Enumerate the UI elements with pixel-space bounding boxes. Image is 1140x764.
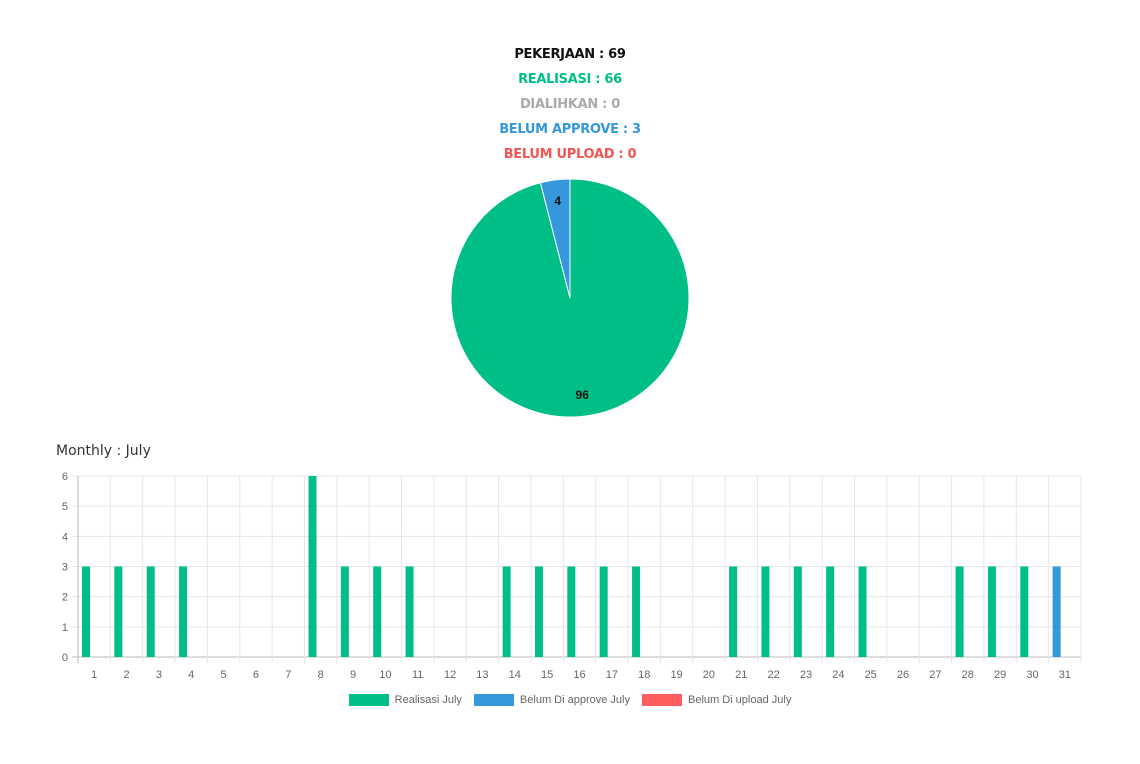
x-tick-label: 28: [962, 669, 974, 681]
bar-belum-di-approve-july-day-31[interactable]: [1052, 566, 1061, 658]
x-tick-label: 25: [865, 669, 877, 681]
x-tick-label: 18: [638, 669, 650, 681]
x-tick-label: 9: [350, 669, 356, 681]
bar-realisasi-july-day-2[interactable]: [114, 566, 123, 658]
x-tick-label: 15: [541, 669, 553, 681]
legend-label-belum-upload: Belum Di upload July: [687, 694, 792, 706]
bar-realisasi-july-day-15[interactable]: [534, 566, 543, 658]
bar-realisasi-july-day-3[interactable]: [146, 566, 155, 658]
legend-label-realisasi: Realisasi July: [394, 694, 462, 706]
pie-slice-belum-approve[interactable]: [539, 178, 571, 299]
x-tick-label: 30: [1026, 669, 1038, 681]
bar-realisasi-july-day-8[interactable]: [308, 476, 317, 657]
bar-chart-legend: Realisasi July Belum Di approve July Bel…: [0, 694, 1140, 706]
x-tick-label: 21: [735, 669, 747, 681]
x-tick-label: 14: [509, 669, 521, 681]
x-tick-label: 5: [221, 669, 227, 681]
x-tick-label: 2: [123, 669, 129, 681]
bar-realisasi-july-day-24[interactable]: [826, 566, 835, 658]
legend-swatch-belum-upload: [641, 694, 682, 706]
x-tick-label: 31: [1059, 669, 1071, 681]
legend-swatch-realisasi: [348, 694, 389, 706]
x-tick-label: 27: [929, 669, 941, 681]
pie-data-label: 96: [576, 388, 590, 402]
x-tick-label: 17: [606, 669, 618, 681]
y-tick-label: 4: [62, 531, 68, 543]
monthly-title: Monthly : July: [56, 443, 151, 459]
bar-realisasi-july-day-14[interactable]: [502, 566, 511, 658]
x-tick-label: 8: [318, 669, 324, 681]
pie-chart: 96 4: [450, 178, 690, 418]
y-tick-label: 3: [62, 562, 68, 574]
bar-realisasi-july-day-25[interactable]: [858, 566, 867, 658]
bar-realisasi-july-day-17[interactable]: [599, 566, 608, 658]
x-tick-label: 1: [91, 669, 97, 681]
legend-swatch-belum-approve: [473, 694, 514, 706]
bar-realisasi-july-day-9[interactable]: [340, 566, 349, 658]
x-tick-label: 22: [768, 669, 780, 681]
bar-realisasi-july-day-4[interactable]: [179, 566, 188, 658]
realisasi-total: REALISASI : 66: [518, 72, 622, 87]
x-tick-label: 6: [253, 669, 259, 681]
x-tick-label: 7: [285, 669, 291, 681]
x-tick-label: 4: [188, 669, 194, 681]
bar-realisasi-july-day-23[interactable]: [793, 566, 802, 658]
legend-item-belum-upload[interactable]: Belum Di upload July: [641, 694, 792, 706]
bar-realisasi-july-day-28[interactable]: [955, 566, 964, 658]
bar-realisasi-july-day-16[interactable]: [567, 566, 576, 658]
pie-data-label: 4: [554, 194, 561, 208]
x-tick-label: 24: [832, 669, 844, 681]
x-tick-label: 16: [573, 669, 585, 681]
bar-realisasi-july-day-22[interactable]: [761, 566, 770, 658]
belum-upload-total: BELUM UPLOAD : 0: [503, 147, 637, 162]
bar-realisasi-july-day-1[interactable]: [82, 566, 90, 658]
bar-realisasi-july-day-18[interactable]: [632, 566, 641, 658]
x-tick-label: 23: [800, 669, 812, 681]
x-tick-label: 13: [476, 669, 488, 681]
x-tick-label: 3: [156, 669, 162, 681]
pekerjaan-total: PEKERJAAN : 69: [514, 47, 626, 62]
bar-realisasi-july-day-29[interactable]: [987, 566, 996, 658]
x-tick-label: 12: [444, 669, 456, 681]
x-tick-label: 26: [897, 669, 909, 681]
y-tick-label: 6: [62, 471, 68, 483]
x-tick-label: 29: [994, 669, 1006, 681]
y-tick-label: 5: [62, 501, 68, 513]
legend-item-realisasi[interactable]: Realisasi July: [348, 694, 462, 706]
summary-panel: PEKERJAAN : 69 REALISASI : 66 DIALIHKAN …: [0, 42, 1140, 167]
x-tick-label: 19: [670, 669, 682, 681]
y-tick-label: 2: [62, 592, 68, 604]
bar-realisasi-july-day-10[interactable]: [373, 566, 382, 658]
dialihkan-total: DIALIHKAN : 0: [519, 97, 621, 112]
y-tick-label: 1: [62, 622, 68, 634]
x-tick-label: 10: [379, 669, 391, 681]
x-tick-label: 11: [412, 669, 423, 681]
x-tick-label: 20: [703, 669, 715, 681]
bar-realisasi-july-day-21[interactable]: [729, 566, 738, 658]
belum-approve-total: BELUM APPROVE : 3: [499, 122, 641, 137]
bar-realisasi-july-day-30[interactable]: [1020, 566, 1029, 658]
legend-label-belum-approve: Belum Di approve July: [519, 694, 630, 706]
bar-realisasi-july-day-11[interactable]: [405, 566, 414, 658]
legend-item-belum-approve[interactable]: Belum Di approve July: [473, 694, 630, 706]
y-tick-label: 0: [62, 652, 68, 664]
